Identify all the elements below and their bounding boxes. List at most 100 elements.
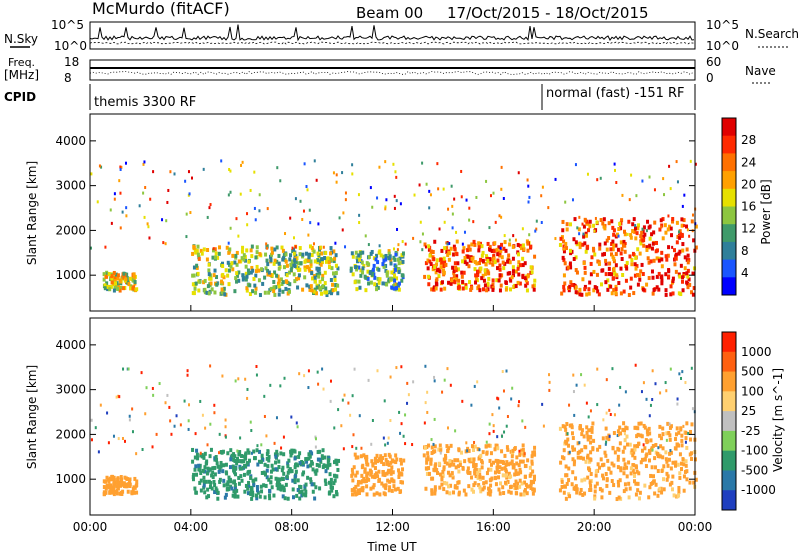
- echo-cell: [665, 257, 669, 262]
- echo-cell: [444, 453, 448, 458]
- echo-cell: [213, 472, 217, 477]
- echo-cell: [211, 475, 215, 480]
- echo-cell: [480, 244, 484, 249]
- echo-cell: [477, 241, 481, 246]
- echo-cell: [562, 284, 566, 289]
- echo-cell: [604, 261, 608, 266]
- echo-cell: [114, 272, 118, 277]
- echo-cell: [682, 218, 686, 223]
- echo-cell: [113, 192, 116, 196]
- echo-cell: [375, 491, 379, 496]
- echo-cell: [633, 447, 637, 452]
- echo-cell: [440, 257, 444, 262]
- echo-cell: [110, 276, 114, 281]
- echo-cell: [202, 485, 206, 490]
- echo-cell: [359, 251, 363, 256]
- echo-cell: [517, 404, 520, 408]
- echo-cell: [563, 247, 566, 251]
- echo-cell: [668, 451, 672, 456]
- echo-cell: [658, 424, 662, 429]
- echo-cell: [675, 442, 679, 447]
- echo-cell: [578, 491, 582, 496]
- echo-cell: [115, 395, 118, 399]
- echo-cell: [100, 165, 103, 169]
- echo-cell: [277, 284, 281, 289]
- echo-cell: [629, 471, 633, 476]
- echo-cell: [635, 444, 639, 449]
- echo-cell: [651, 443, 655, 448]
- echo-cell: [186, 369, 189, 373]
- echo-cell: [497, 487, 501, 492]
- echo-cell: [598, 246, 602, 251]
- echo-cell: [501, 370, 504, 374]
- echo-cell: [287, 270, 291, 275]
- echo-cell: [612, 256, 616, 261]
- echo-cell: [191, 459, 195, 464]
- echo-cell: [231, 493, 235, 498]
- echo-cell: [564, 427, 568, 432]
- echo-cell: [643, 483, 647, 488]
- echo-cell: [451, 226, 454, 230]
- echo-cell: [582, 234, 586, 239]
- echo-cell: [440, 482, 444, 487]
- echo-cell: [517, 463, 521, 468]
- echo-cell: [113, 285, 117, 290]
- echo-cell: [437, 274, 441, 279]
- echo-cell: [572, 256, 576, 261]
- echo-cell: [636, 432, 640, 437]
- echo-cell: [195, 263, 199, 268]
- echo-cell: [680, 279, 684, 284]
- echo-cell: [205, 471, 209, 476]
- echo-cell: [473, 260, 477, 265]
- echo-cell: [578, 441, 581, 445]
- echo-cell: [277, 292, 281, 297]
- echo-cell: [251, 289, 255, 294]
- echo-cell: [173, 424, 176, 428]
- echo-cell: [491, 285, 495, 290]
- echo-cell: [464, 449, 468, 454]
- echo-cell: [297, 273, 301, 278]
- echo-cell: [369, 486, 373, 491]
- echo-cell: [629, 466, 633, 471]
- echo-cell: [438, 485, 442, 490]
- echo-cell: [437, 461, 441, 466]
- echo-cell: [692, 286, 696, 291]
- echo-cell: [562, 490, 566, 495]
- echo-cell: [473, 444, 477, 449]
- echo-cell: [237, 452, 241, 457]
- echo-cell: [664, 254, 668, 259]
- echo-cell: [533, 445, 537, 450]
- echo-cell: [202, 167, 205, 171]
- echo-cell: [221, 272, 225, 277]
- echo-cell: [498, 253, 502, 258]
- echo-cell: [290, 259, 294, 264]
- echo-cell: [688, 480, 692, 485]
- echo-cell: [664, 292, 668, 297]
- echo-cell: [619, 240, 623, 245]
- echo-cell: [681, 457, 685, 462]
- echo-cell: [365, 261, 369, 266]
- echo-cell: [358, 254, 362, 259]
- echo-cell: [589, 272, 593, 277]
- echo-cell: [473, 471, 477, 476]
- echo-cell: [630, 258, 634, 263]
- echo-cell: [209, 422, 212, 426]
- echo-cell: [412, 236, 415, 240]
- echo-cell: [440, 280, 444, 285]
- echo-cell: [269, 383, 272, 387]
- echo-cell: [649, 438, 653, 443]
- echo-cell: [608, 408, 611, 412]
- echo-cell: [235, 488, 239, 493]
- echo-cell: [288, 282, 292, 287]
- velocity-y-axis-label: Slant Range [km]: [25, 365, 39, 469]
- echo-cell: [265, 452, 269, 457]
- echo-cell: [478, 288, 482, 293]
- echo-cell: [402, 434, 405, 438]
- echo-cell: [483, 283, 487, 288]
- echo-cell: [642, 234, 646, 239]
- echo-cell: [356, 488, 360, 493]
- echo-cell: [446, 470, 450, 475]
- echo-cell: [437, 187, 440, 191]
- echo-cell: [314, 291, 318, 296]
